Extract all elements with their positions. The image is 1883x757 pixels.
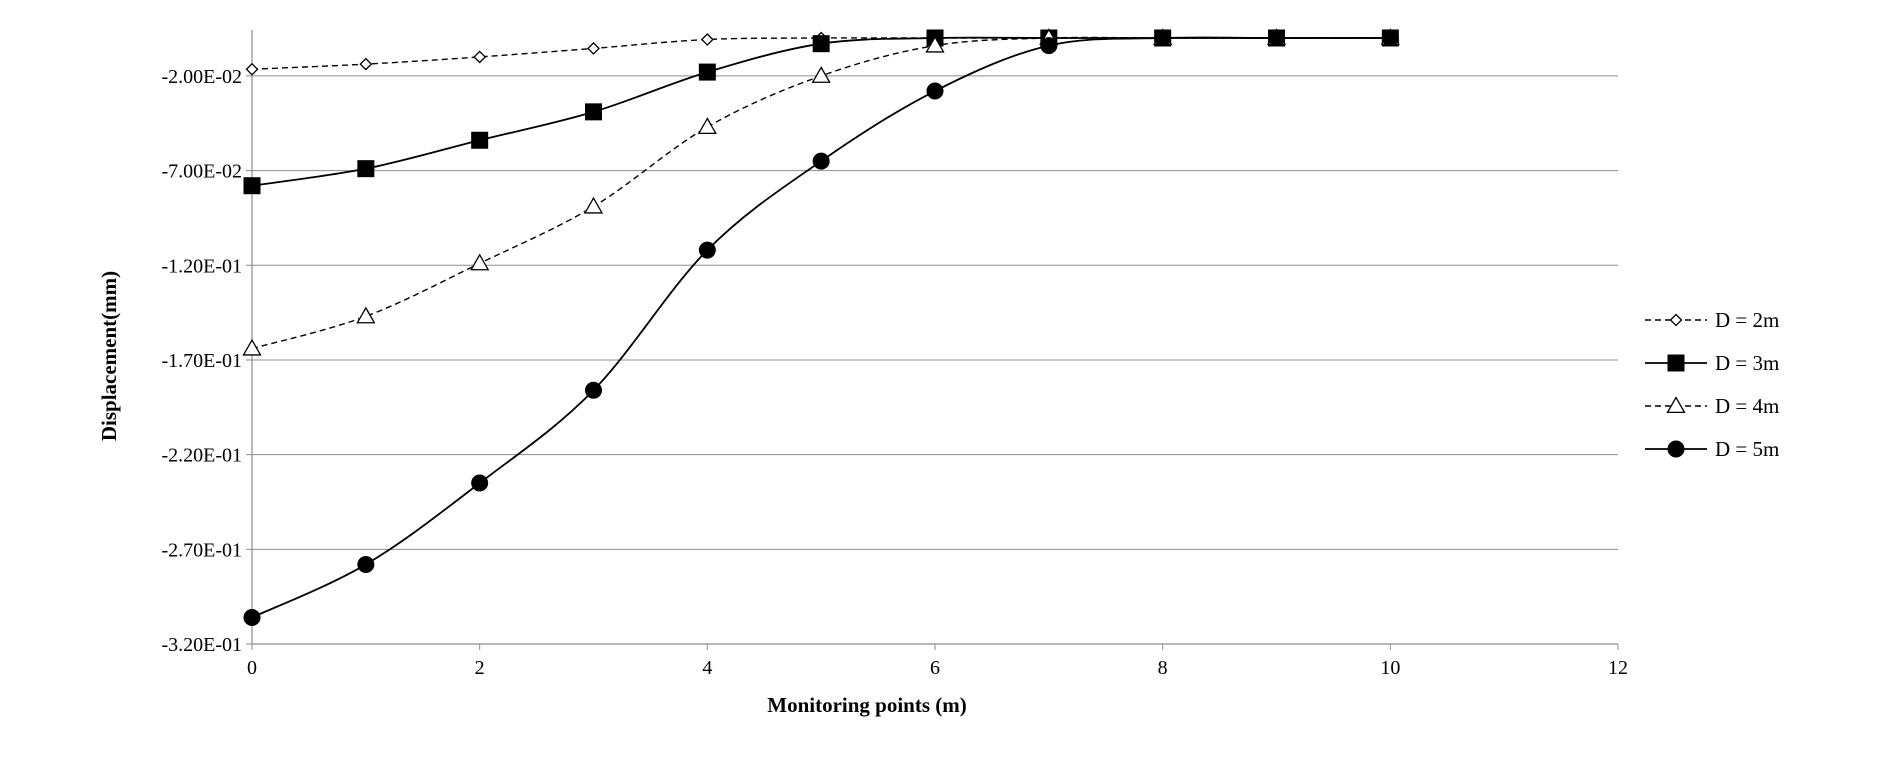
- data-point: [357, 555, 375, 573]
- data-point: [357, 160, 375, 178]
- data-point: [926, 82, 944, 100]
- legend-label: D = 4m: [1715, 394, 1779, 418]
- series-line: [251, 36, 1391, 350]
- data-point: [700, 33, 714, 46]
- legend-marker: [1667, 440, 1685, 458]
- data-point: [1381, 29, 1399, 47]
- data-point: [245, 62, 259, 76]
- y-tick-label: -2.00E-02: [161, 66, 242, 88]
- x-tick-label: 10: [1380, 657, 1400, 679]
- legend-item: D = 5m: [1645, 437, 1779, 461]
- legend-marker: [1667, 354, 1685, 372]
- series-4: [243, 29, 1399, 626]
- data-point: [470, 253, 490, 271]
- series-line: [251, 36, 1391, 619]
- legend: D = 2m D = 3m D = 4m D = 5m: [1645, 308, 1779, 461]
- data-point: [811, 66, 831, 83]
- axes: [246, 30, 1619, 650]
- data-point: [698, 241, 716, 259]
- x-axis-title: Monitoring points (m): [767, 693, 967, 717]
- y-tick-label: -1.20E-01: [161, 255, 242, 277]
- data-point: [812, 152, 830, 170]
- data-point: [1268, 29, 1285, 47]
- data-point: [698, 63, 716, 81]
- data-point: [1040, 37, 1058, 55]
- data-point: [359, 57, 373, 71]
- legend-item: D = 4m: [1645, 394, 1779, 418]
- data-point: [242, 338, 262, 356]
- y-axis-title: Displacement(mm): [97, 271, 121, 441]
- legend-label: D = 3m: [1715, 351, 1779, 375]
- data-point: [585, 103, 602, 121]
- data-point: [356, 306, 376, 324]
- y-tick-label: -2.20E-01: [161, 445, 242, 467]
- data-point: [243, 177, 261, 195]
- data-point: [585, 381, 602, 399]
- legend-item: D = 2m: [1645, 308, 1779, 332]
- data-point: [471, 131, 489, 149]
- legend-marker: [1666, 396, 1686, 414]
- x-tick-label: 12: [1608, 657, 1628, 679]
- data-point: [925, 35, 945, 53]
- legend-marker: [1669, 313, 1683, 327]
- x-tick-label: 4: [702, 657, 712, 679]
- data-point: [583, 196, 604, 214]
- data-point: [1154, 29, 1172, 47]
- data-point: [471, 474, 489, 492]
- data-point: [812, 35, 830, 53]
- series-3: [242, 28, 1400, 356]
- y-tick-label: -2.70E-01: [161, 539, 242, 561]
- y-tick-label: -7.00E-02: [161, 161, 242, 183]
- x-tick-label: 8: [1158, 657, 1168, 679]
- y-tick-label: -3.20E-01: [161, 634, 242, 656]
- tick-labels: -2.00E-02 -7.00E-02 -1.20E-01 -1.70E-01 -2.2…: [161, 66, 1628, 679]
- data-point: [587, 41, 600, 55]
- x-tick-label: 6: [930, 657, 940, 679]
- data-point: [473, 50, 487, 64]
- legend-label: D = 2m: [1715, 308, 1779, 332]
- data-point: [697, 117, 717, 135]
- legend-label: D = 5m: [1715, 437, 1779, 461]
- y-tick-label: -1.70E-01: [161, 350, 242, 372]
- x-tick-label: 2: [475, 657, 485, 679]
- data-series: [242, 28, 1400, 626]
- legend-item: D = 3m: [1645, 351, 1779, 375]
- x-tick-label: 0: [247, 657, 257, 679]
- data-point: [243, 608, 261, 626]
